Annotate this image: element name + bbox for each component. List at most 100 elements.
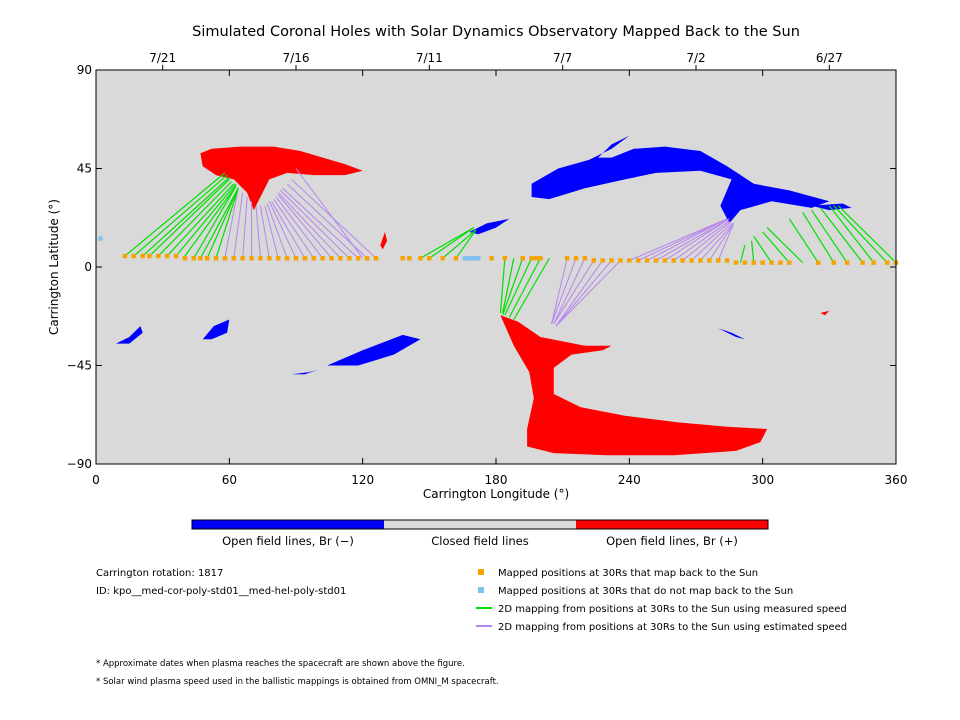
measured-speed-line [428,227,475,259]
mapped-point [644,258,650,263]
estimated-speed-line [268,201,297,259]
mapped-point [680,258,685,263]
mapped-point [453,256,459,261]
mapped-point [787,260,792,265]
coronal-hole-south-positive-hole [500,315,768,456]
coronal-hole-north-positive-hole [200,146,363,211]
footnote-dates: * Approximate dates when plasma reaches … [96,659,465,669]
estimated-speed-line [273,198,315,259]
mapped-point [533,256,539,261]
mapped-point [573,256,579,261]
measured-speed-line [175,183,237,257]
mapped-point [564,256,570,261]
unmapped-point [471,256,476,261]
coronal-hole-tiny-hole-e [820,310,830,316]
mapped-point [716,258,721,263]
mapped-point [618,258,623,263]
estimated-speed-line [259,205,270,259]
mapped-point [276,256,281,261]
measured-speed-line [828,205,875,263]
mapped-point [284,256,290,261]
measured-speed-line [811,209,848,263]
colorbar-open-negative [192,520,384,529]
measured-speed-line [750,240,755,263]
measured-speed-line [442,229,477,259]
estimated-speed-line [242,196,248,259]
y-axis: 90 45 0 −45 −90 [67,63,896,471]
measured-speed-line [184,185,237,257]
top-date-axis: 7/21 7/16 7/11 7/7 7/2 6/27 [149,51,843,70]
mapped-point [440,256,445,261]
estimated-speed-line [295,168,364,259]
estimated-speed-line [271,201,306,259]
mapped-point [760,260,765,265]
measured-speed-line [766,227,804,264]
measured-speed-line [124,172,226,257]
mapped-point [520,256,525,261]
coronal-hole-tiny-hole-b [291,369,319,375]
chart-title: Simulated Coronal Holes with Solar Dynam… [192,24,800,40]
estimated-speed-line [255,205,261,259]
x-axis-label: Carrington Longitude (°) [423,487,569,501]
estimated-speed-line [233,192,244,259]
estimated-speed-line [266,203,288,259]
estimated-speed-line [551,258,577,325]
colorbar-closed [384,520,576,529]
mapped-point [636,258,641,263]
measured-speed-line [837,205,897,264]
mapped-point [131,253,136,259]
y-tick-label: 90 [77,63,92,77]
measured-speed-line [833,205,888,264]
x-tick-label: 120 [351,473,374,487]
mapped-point [267,256,272,261]
measured-speed-line [148,179,230,257]
measured-speed-line [513,257,550,320]
mapped-point [427,256,432,261]
mapped-point [884,260,890,265]
estimated-speed-line [553,258,586,325]
mapped-point [320,256,325,261]
mapped-point [600,258,605,263]
measured-speed-line [193,185,237,259]
unmapped-point [467,256,472,261]
mapped-point [627,258,632,263]
mapped-point [364,256,370,261]
mapped-point [538,256,543,261]
legend: Mapped positions at 30Rs that map back t… [476,568,847,633]
estimated-speed-line [553,260,595,325]
measured-speed-line [739,244,746,263]
x-tick-label: 0 [92,473,100,487]
mapped-point [329,256,334,261]
unmapped-point [462,256,468,261]
mapped-point [733,260,739,265]
mapped-point [240,256,245,261]
mapped-point [407,256,412,261]
mapped-point [191,256,196,261]
legend-label-measured: 2D mapping from positions at 30Rs to the… [498,604,847,615]
carrington-rotation-text: Carrington rotation: 1817 [96,568,223,579]
estimated-speed-line [224,188,239,259]
measured-speed-line [206,187,239,259]
y-tick-label: 45 [77,162,92,176]
legend-label-mapped: Mapped positions at 30Rs that map back t… [498,568,758,579]
footnote-speed: * Solar wind plasma speed used in the ba… [96,677,499,687]
coronal-hole-tiny-hole-a [469,218,510,235]
mapping-lines [124,168,897,327]
mapped-point [724,258,730,263]
date-tick-label: 6/27 [816,51,843,65]
mapped-point [582,256,588,261]
mapped-point [418,256,423,261]
mapped-point [347,256,352,261]
mapped-point [231,256,236,261]
colorbar-label-negative: Open field lines, Br (−) [222,534,354,548]
colorbar-open-positive [576,520,768,529]
measured-speed-line [157,181,232,257]
measured-speed-line [166,183,235,257]
measured-speed-line [142,176,230,257]
mapped-point [400,256,405,261]
y-tick-label: −45 [67,359,92,373]
date-tick-label: 7/2 [686,51,705,65]
coronal-hole-north-negative-hole [531,135,830,224]
measured-speed-line [819,207,864,263]
